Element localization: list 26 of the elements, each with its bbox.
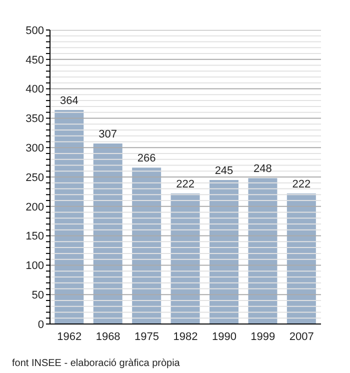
- y-tick-label: 150: [26, 230, 44, 243]
- y-tick-label: 350: [26, 113, 44, 126]
- y-tick-label: 400: [26, 84, 44, 96]
- x-tick-label: 2007: [289, 330, 314, 343]
- x-tick-label: 1968: [96, 330, 120, 343]
- x-tick-label: 1990: [212, 330, 236, 343]
- data-label: 266: [137, 152, 156, 165]
- x-tick-label: 1975: [134, 330, 160, 343]
- y-tick-label: 300: [26, 142, 44, 155]
- x-tick-label: 1982: [173, 330, 198, 343]
- y-tick-label: 450: [26, 54, 44, 66]
- data-label: 307: [98, 128, 118, 140]
- data-label: 364: [60, 94, 78, 107]
- data-label: 245: [214, 164, 234, 177]
- x-tick-label: 1999: [250, 330, 276, 343]
- text: font INSEE - elaboració gràfica pròpia: [12, 358, 181, 369]
- x-tick-label: 1962: [57, 330, 82, 343]
- y-tick-label: 100: [26, 260, 44, 272]
- y-tick-label: 250: [26, 172, 44, 184]
- y-tick-label: 200: [26, 201, 44, 214]
- y-tick-label: 0: [38, 318, 44, 331]
- data-label: 222: [292, 178, 311, 190]
- y-tick-label: 500: [26, 24, 44, 37]
- y-tick-label: 50: [32, 290, 44, 302]
- data-label: 248: [254, 163, 272, 176]
- data-label: 222: [176, 178, 194, 190]
